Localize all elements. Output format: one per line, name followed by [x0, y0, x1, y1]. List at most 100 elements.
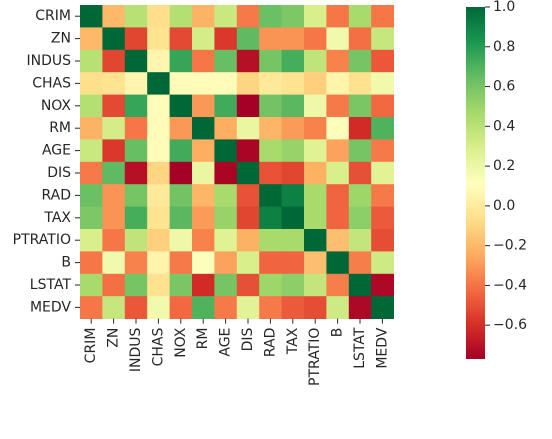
heatmap-cell-tax-dis: [236, 206, 260, 230]
x-tick-label-nox: NOX: [173, 327, 189, 358]
heatmap-cell-tax-ptratio: [304, 206, 327, 230]
heatmap-cells: [80, 5, 394, 319]
heatmap-cell-medv-tax: [281, 296, 305, 319]
heatmap-cell-ptratio-crim: [80, 229, 103, 252]
heatmap-cell-medv-age: [214, 296, 238, 319]
y-tick-label-rm: RM: [49, 120, 71, 136]
heatmap-cell-rm-b: [326, 117, 350, 140]
heatmap-cell-lstat-tax: [281, 273, 305, 297]
heatmap-cell-ptratio-indus: [124, 229, 148, 252]
y-tick-label-rad: RAD: [41, 187, 71, 203]
heatmap-cell-rad-nox: [169, 184, 193, 207]
heatmap-cell-b-lstat: [348, 251, 372, 275]
heatmap-cell-chas-b: [326, 72, 350, 95]
colorbar-gradient: [466, 7, 485, 359]
heatmap-cell-zn-b: [326, 27, 350, 51]
heatmap-cell-dis-lstat: [348, 161, 372, 185]
heatmap-cell-rm-nox: [169, 117, 193, 140]
heatmap-cell-zn-chas: [147, 27, 170, 51]
heatmap-cell-rad-lstat: [348, 184, 372, 207]
y-tick-label-lstat: LSTAT: [30, 277, 72, 293]
colorbar-tick-label: 0.8: [493, 39, 515, 55]
x-tick-label-dis: DIS: [240, 327, 256, 351]
x-tick-label-lstat: LSTAT: [352, 327, 368, 369]
heatmap-cell-indus-lstat: [348, 49, 372, 73]
heatmap-cell-nox-zn: [102, 94, 126, 118]
colorbar-tick-label: 0.4: [493, 118, 515, 134]
heatmap-cell-zn-rad: [259, 27, 282, 51]
heatmap-cell-tax-age: [214, 206, 238, 230]
y-tick-label-tax: TAX: [43, 210, 71, 226]
heatmap-cell-dis-age: [214, 161, 238, 185]
x-tick-label-rm: RM: [195, 328, 211, 350]
heatmap-cell-ptratio-nox: [169, 229, 193, 252]
heatmap-cell-medv-ptratio: [304, 296, 327, 319]
heatmap-cell-lstat-dis: [236, 273, 260, 297]
heatmap-cell-crim-nox: [169, 5, 193, 28]
heatmap-cell-rad-medv: [371, 184, 394, 207]
heatmap-cell-b-chas: [147, 251, 170, 275]
heatmap-cell-ptratio-dis: [236, 229, 260, 252]
heatmap-cell-age-dis: [236, 139, 260, 163]
heatmap-cell-indus-chas: [147, 49, 170, 73]
heatmap-cell-rad-age: [214, 184, 238, 207]
heatmap-cell-zn-ptratio: [304, 27, 327, 51]
heatmap-cell-chas-zn: [102, 72, 126, 95]
heatmap-cell-nox-rad: [259, 94, 282, 118]
heatmap-cell-crim-tax: [281, 5, 305, 28]
heatmap-cell-dis-zn: [102, 161, 126, 185]
heatmap-cell-chas-lstat: [348, 72, 372, 95]
x-tick-label-chas: CHAS: [150, 328, 166, 367]
heatmap-cell-ptratio-chas: [147, 229, 170, 252]
heatmap-cell-rad-indus: [124, 184, 148, 207]
heatmap-cell-rm-crim: [80, 117, 103, 140]
heatmap-cell-age-rad: [259, 139, 282, 163]
heatmap-cell-indus-medv: [371, 49, 394, 73]
colorbar-tick-label: 0.2: [493, 158, 515, 174]
heatmap-cell-rm-tax: [281, 117, 305, 140]
x-axis-labels: CRIM ZN INDUS CHAS NOX RM AGE DIS RAD TAX PTRATIO B…: [83, 318, 390, 386]
heatmap-cell-nox-dis: [236, 94, 260, 118]
heatmap-cell-zn-indus: [124, 27, 148, 51]
heatmap-cell-ptratio-lstat: [348, 229, 372, 252]
heatmap-cell-rm-age: [214, 117, 238, 140]
y-tick-label-crim: CRIM: [35, 8, 71, 24]
heatmap-cell-age-indus: [124, 139, 148, 163]
heatmap-cell-ptratio-zn: [102, 229, 126, 252]
x-tick-label-b: B: [330, 328, 346, 338]
heatmap-cell-crim-dis: [236, 5, 260, 28]
heatmap-cell-indus-tax: [281, 49, 305, 73]
heatmap-cell-dis-nox: [169, 161, 193, 185]
heatmap-cell-ptratio-age: [214, 229, 238, 252]
heatmap-cell-b-nox: [169, 251, 193, 275]
heatmap-cell-indus-nox: [169, 49, 193, 73]
heatmap-cell-b-medv: [371, 251, 394, 275]
heatmap-cell-chas-rad: [259, 72, 282, 95]
colorbar-tick-label: −0.2: [493, 238, 527, 254]
heatmap-cell-medv-nox: [169, 296, 193, 319]
heatmap-cell-ptratio-b: [326, 229, 350, 252]
heatmap-cell-tax-zn: [102, 206, 126, 230]
heatmap-cell-crim-rad: [259, 5, 282, 28]
heatmap-cell-nox-lstat: [348, 94, 372, 118]
heatmap-cell-indus-dis: [236, 49, 260, 73]
heatmap-cell-chas-medv: [371, 72, 394, 95]
heatmap-cell-dis-indus: [124, 161, 148, 185]
heatmap-cell-age-chas: [147, 139, 170, 163]
heatmap-cell-nox-rm: [192, 94, 215, 118]
heatmap-cell-nox-ptratio: [304, 94, 327, 118]
heatmap-cell-indus-age: [214, 49, 238, 73]
heatmap-cell-medv-chas: [147, 296, 170, 319]
heatmap-cell-rad-rm: [192, 184, 215, 207]
heatmap-cell-chas-crim: [80, 72, 103, 95]
heatmap-cell-indus-b: [326, 49, 350, 73]
heatmap-cell-b-crim: [80, 251, 103, 275]
heatmap-cell-ptratio-medv: [371, 229, 394, 252]
heatmap-cell-rad-crim: [80, 184, 103, 207]
heatmap-cell-age-medv: [371, 139, 394, 163]
heatmap-cell-lstat-ptratio: [304, 273, 327, 297]
heatmap-cell-nox-age: [214, 94, 238, 118]
heatmap-cell-medv-dis: [236, 296, 260, 319]
heatmap-cell-rm-rad: [259, 117, 282, 140]
heatmap-cell-crim-age: [214, 5, 238, 28]
